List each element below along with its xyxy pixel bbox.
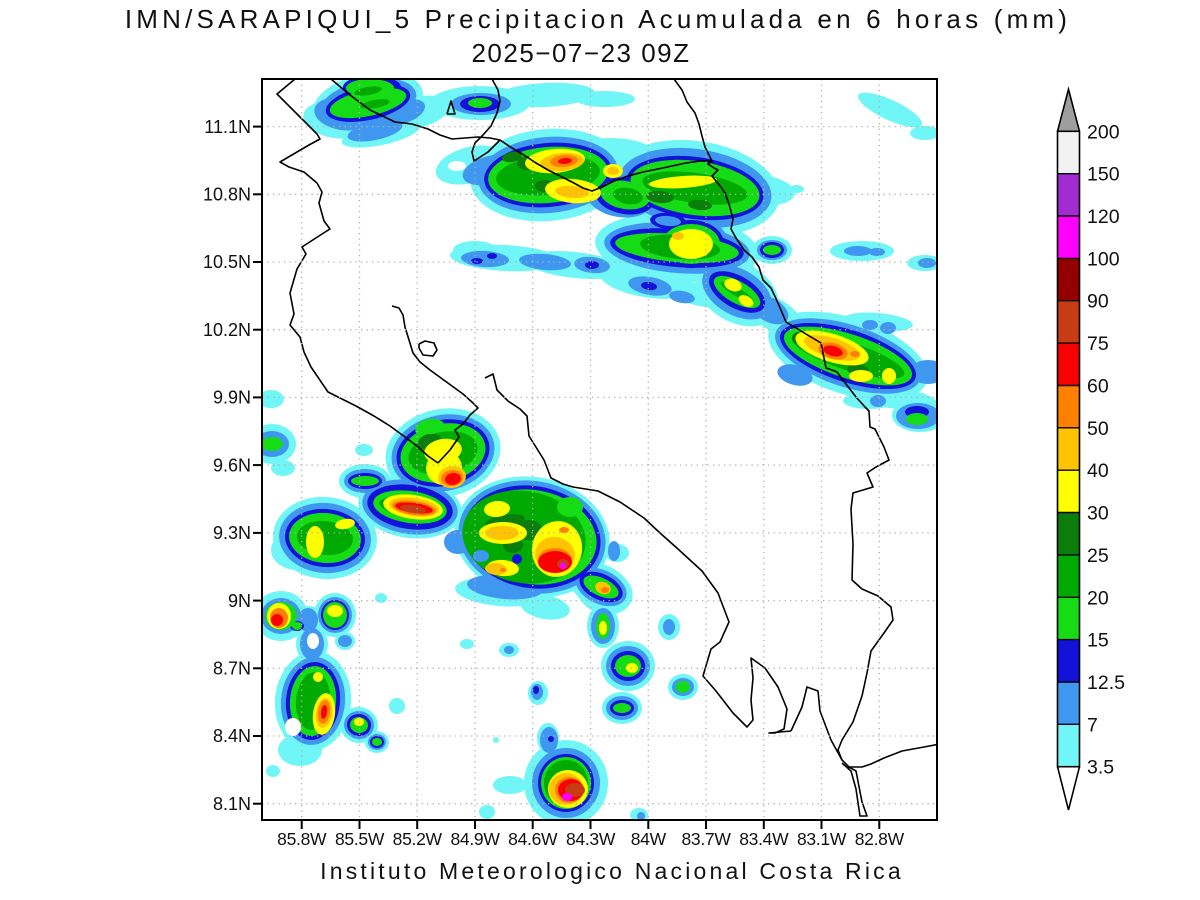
svg-text:10.5N: 10.5N <box>203 252 251 272</box>
svg-text:150: 150 <box>1087 164 1120 186</box>
svg-text:12.5: 12.5 <box>1087 672 1125 694</box>
svg-text:100: 100 <box>1087 248 1120 270</box>
svg-text:8.4N: 8.4N <box>213 726 251 746</box>
svg-text:84.9W: 84.9W <box>450 829 500 849</box>
svg-text:60: 60 <box>1087 376 1109 398</box>
svg-text:IMN/SARAPIQUI_5 Precipitacion: IMN/SARAPIQUI_5 Precipitacion Acumulada … <box>125 4 1071 34</box>
svg-text:85.5W: 85.5W <box>335 829 385 849</box>
svg-text:15: 15 <box>1087 630 1109 652</box>
svg-text:3.5: 3.5 <box>1087 757 1114 779</box>
svg-text:9N: 9N <box>228 591 251 611</box>
svg-text:40: 40 <box>1087 460 1109 482</box>
svg-text:83.1W: 83.1W <box>797 829 847 849</box>
svg-text:90: 90 <box>1087 291 1109 313</box>
svg-text:25: 25 <box>1087 545 1109 567</box>
svg-text:2025−07−23 09Z: 2025−07−23 09Z <box>471 38 690 68</box>
svg-text:8.1N: 8.1N <box>213 794 251 814</box>
svg-text:84.6W: 84.6W <box>508 829 558 849</box>
svg-text:83.4W: 83.4W <box>739 829 789 849</box>
svg-text:20: 20 <box>1087 587 1109 609</box>
svg-text:9.3N: 9.3N <box>213 523 251 543</box>
svg-text:9.9N: 9.9N <box>213 388 251 408</box>
svg-text:84.3W: 84.3W <box>566 829 616 849</box>
svg-text:10.8N: 10.8N <box>203 185 251 205</box>
svg-text:11.1N: 11.1N <box>204 117 251 137</box>
svg-text:200: 200 <box>1087 121 1120 143</box>
svg-text:9.6N: 9.6N <box>213 455 251 475</box>
svg-text:50: 50 <box>1087 418 1109 440</box>
svg-text:30: 30 <box>1087 503 1109 525</box>
svg-text:10.2N: 10.2N <box>203 320 251 340</box>
svg-text:85.2W: 85.2W <box>393 829 443 849</box>
svg-text:Instituto Meteorologico Nacion: Instituto Meteorologico Nacional Costa R… <box>320 858 904 884</box>
svg-text:120: 120 <box>1087 206 1120 228</box>
svg-text:85.8W: 85.8W <box>277 829 327 849</box>
svg-text:84W: 84W <box>631 829 667 849</box>
svg-text:7: 7 <box>1087 714 1098 736</box>
svg-text:82.8W: 82.8W <box>855 829 905 849</box>
svg-text:8.7N: 8.7N <box>213 659 251 679</box>
svg-text:75: 75 <box>1087 333 1109 355</box>
svg-text:83.7W: 83.7W <box>681 829 731 849</box>
